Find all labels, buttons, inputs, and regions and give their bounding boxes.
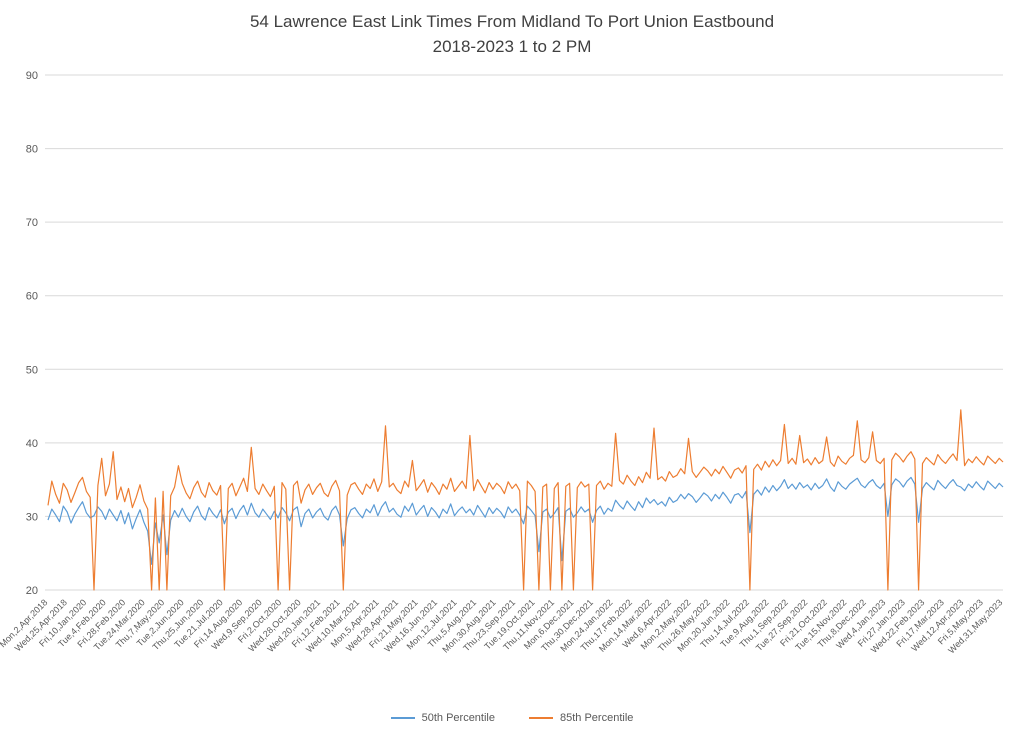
y-axis-tick-label: 40 bbox=[26, 438, 38, 450]
legend-line-50th-icon bbox=[390, 717, 415, 719]
y-axis-tick-label: 60 bbox=[26, 291, 38, 303]
y-axis-tick-label: 20 bbox=[26, 585, 38, 597]
series-line-50th-percentile bbox=[47, 476, 1004, 565]
y-axis-tick-label: 30 bbox=[26, 511, 38, 523]
chart-subtitle: 2018-2023 1 to 2 PM bbox=[432, 37, 592, 56]
legend-item-85th-percentile: 85th Percentile bbox=[529, 712, 633, 724]
y-axis-tick-label: 90 bbox=[26, 70, 38, 82]
legend-label-50th: 50th Percentile bbox=[421, 712, 495, 724]
y-axis-tick-label: 80 bbox=[26, 144, 38, 156]
legend-label-85th: 85th Percentile bbox=[560, 712, 634, 724]
y-axis-tick-label: 70 bbox=[26, 217, 38, 229]
legend: 50th Percentile 85th Percentile bbox=[0, 712, 1024, 724]
legend-item-50th-percentile: 50th Percentile bbox=[390, 712, 495, 724]
y-axis-tick-label: 50 bbox=[26, 364, 38, 376]
chart-title: 54 Lawrence East Link Times From Midland… bbox=[249, 12, 775, 31]
series-line-85th-percentile bbox=[47, 409, 1004, 591]
plot-area: 2030405060708090Mon,2,Apr,2018Wed,25,Apr… bbox=[0, 70, 1004, 655]
legend-line-85th-icon bbox=[529, 717, 553, 719]
